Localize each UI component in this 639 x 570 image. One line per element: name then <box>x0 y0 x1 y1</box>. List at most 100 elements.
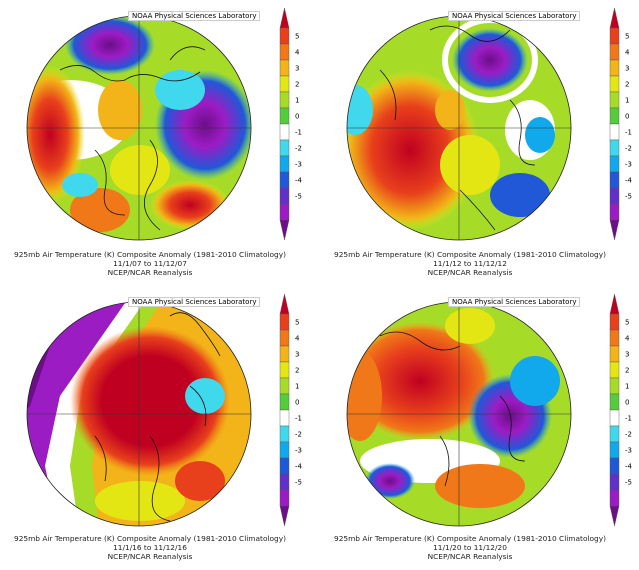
map-panel-4: NOAA Physical Sciences Laboratory 5 4 3 2 1 0… <box>320 286 639 570</box>
caption-source: NCEP/NCAR Reanalysis <box>427 268 513 278</box>
colorbar-segment <box>279 361 290 379</box>
credit-label: NOAA Physical Sciences Laboratory <box>128 11 261 21</box>
colorbar-segment <box>609 457 620 475</box>
colorbar-tick-label: 4 <box>295 335 300 343</box>
caption-dates: 11/1/07 to 11/12/07 <box>113 259 187 269</box>
colorbar-segment <box>279 489 290 507</box>
colorbar-segment <box>609 361 620 379</box>
colorbar-segment <box>279 155 290 173</box>
colorbar-tick-label: -2 <box>625 431 632 439</box>
colorbar-segment <box>279 329 290 347</box>
caption-source: NCEP/NCAR Reanalysis <box>107 268 193 278</box>
colorbar-segment <box>609 7 620 29</box>
colorbar: 5 4 3 2 1 0 -1 -2 -3 -4 -5 <box>606 7 639 252</box>
colorbar-tick-label: -4 <box>625 177 633 185</box>
caption-dates: 11/1/20 to 11/12/20 <box>433 543 507 553</box>
colorbar-segment <box>279 139 290 157</box>
colorbar-segment <box>279 393 290 411</box>
colorbar-svg: 5 4 3 2 1 0 -1 -2 -3 -4 -5 <box>279 293 303 527</box>
colorbar-segment <box>609 171 620 189</box>
colorbar-tick-label: 4 <box>625 335 630 343</box>
colorbar-segment <box>609 505 620 527</box>
map-panel-3: NOAA Physical Sciences Laboratory 5 4 3 2 1 0… <box>0 286 319 570</box>
colorbar-tick-label: -5 <box>625 479 632 487</box>
colorbar-tick-label: -2 <box>295 145 302 153</box>
colorbar-tick-label: -1 <box>295 415 302 423</box>
colorbar-segment <box>609 59 620 77</box>
colorbar-segment <box>609 441 620 459</box>
colorbar-tick-label: 5 <box>625 33 629 41</box>
colorbar-segment <box>609 203 620 221</box>
colorbar-segment <box>609 155 620 173</box>
colorbar-tick-label: -1 <box>625 129 632 137</box>
colorbar-svg: 5 4 3 2 1 0 -1 -2 -3 -4 -5 <box>609 293 633 527</box>
colorbar-svg: 5 4 3 2 1 0 -1 -2 -3 -4 -5 <box>609 7 633 241</box>
colorbar-segment <box>609 75 620 93</box>
caption-dates: 11/1/16 to 11/12/16 <box>113 543 187 553</box>
colorbar-svg: 5 4 3 2 1 0 -1 -2 -3 -4 -5 <box>279 7 303 241</box>
caption: 925mb Air Temperature (K) Composite Anom… <box>320 534 620 562</box>
colorbar-tick-label: -3 <box>295 161 302 169</box>
colorbar-segment <box>609 425 620 443</box>
map-panel-2: NOAA Physical Sciences Laboratory 5 4 3 2 1 0… <box>320 0 639 284</box>
caption-title: 925mb Air Temperature (K) Composite Anom… <box>334 534 606 543</box>
colorbar-tick-label: 0 <box>625 113 629 121</box>
colorbar-segment <box>279 377 290 395</box>
colorbar-tick-label: -1 <box>295 129 302 137</box>
colorbar: 5 4 3 2 1 0 -1 -2 -3 -4 -5 <box>276 293 312 538</box>
colorbar-segment <box>279 473 290 491</box>
colorbar-segment <box>609 123 620 141</box>
colorbar-segment <box>279 59 290 77</box>
colorbar-tick-label: 0 <box>625 399 629 407</box>
colorbar: 5 4 3 2 1 0 -1 -2 -3 -4 -5 <box>276 7 312 252</box>
colorbar-segment <box>279 219 290 241</box>
colorbar-tick-label: 4 <box>625 49 630 57</box>
caption: 925mb Air Temperature (K) Composite Anom… <box>0 534 300 562</box>
colorbar-tick-label: 3 <box>625 351 629 359</box>
colorbar-segment <box>279 123 290 141</box>
colorbar-segment <box>279 457 290 475</box>
colorbar-tick-label: 2 <box>295 367 299 375</box>
caption: 925mb Air Temperature (K) Composite Anom… <box>320 250 620 278</box>
colorbar-tick-label: -5 <box>295 479 302 487</box>
colorbar-segment <box>279 75 290 93</box>
colorbar-tick-label: 1 <box>625 383 629 391</box>
colorbar-segment <box>609 27 620 45</box>
colorbar-segment <box>609 91 620 109</box>
colorbar-tick-label: 5 <box>625 319 629 327</box>
colorbar-segment <box>279 43 290 61</box>
colorbar-tick-label: 1 <box>625 97 629 105</box>
colorbar-tick-label: -3 <box>625 447 632 455</box>
colorbar-segment <box>279 345 290 363</box>
colorbar-segment <box>279 409 290 427</box>
colorbar-tick-label: 5 <box>295 319 299 327</box>
colorbar-segment <box>609 393 620 411</box>
colorbar-tick-label: 2 <box>625 81 629 89</box>
colorbar-segment <box>609 219 620 241</box>
colorbar-tick-label: -4 <box>295 177 303 185</box>
colorbar-segment <box>279 425 290 443</box>
anomaly-map-2 <box>346 15 572 241</box>
credit-label: NOAA Physical Sciences Laboratory <box>448 11 581 21</box>
colorbar-segment <box>279 7 290 29</box>
colorbar-segment <box>609 293 620 315</box>
colorbar-tick-label: -2 <box>295 431 302 439</box>
colorbar-tick-label: -3 <box>625 161 632 169</box>
credit-label: NOAA Physical Sciences Laboratory <box>128 297 261 307</box>
colorbar-tick-label: -3 <box>295 447 302 455</box>
colorbar-tick-label: -4 <box>625 463 633 471</box>
colorbar-segment <box>609 409 620 427</box>
colorbar-segment <box>279 313 290 331</box>
colorbar-segment <box>279 441 290 459</box>
colorbar-segment <box>609 107 620 125</box>
colorbar-segment <box>609 187 620 205</box>
colorbar-tick-label: -2 <box>625 145 632 153</box>
colorbar-tick-label: -1 <box>625 415 632 423</box>
colorbar-tick-label: 2 <box>625 367 629 375</box>
map-panel-1: NOAA Physical Sciences Laboratory 5 4 3 2 1 0… <box>0 0 319 284</box>
colorbar-segment <box>609 329 620 347</box>
colorbar-segment <box>609 345 620 363</box>
anomaly-map-4 <box>346 301 572 527</box>
colorbar-tick-label: -5 <box>295 193 302 201</box>
caption-source: NCEP/NCAR Reanalysis <box>107 552 193 562</box>
